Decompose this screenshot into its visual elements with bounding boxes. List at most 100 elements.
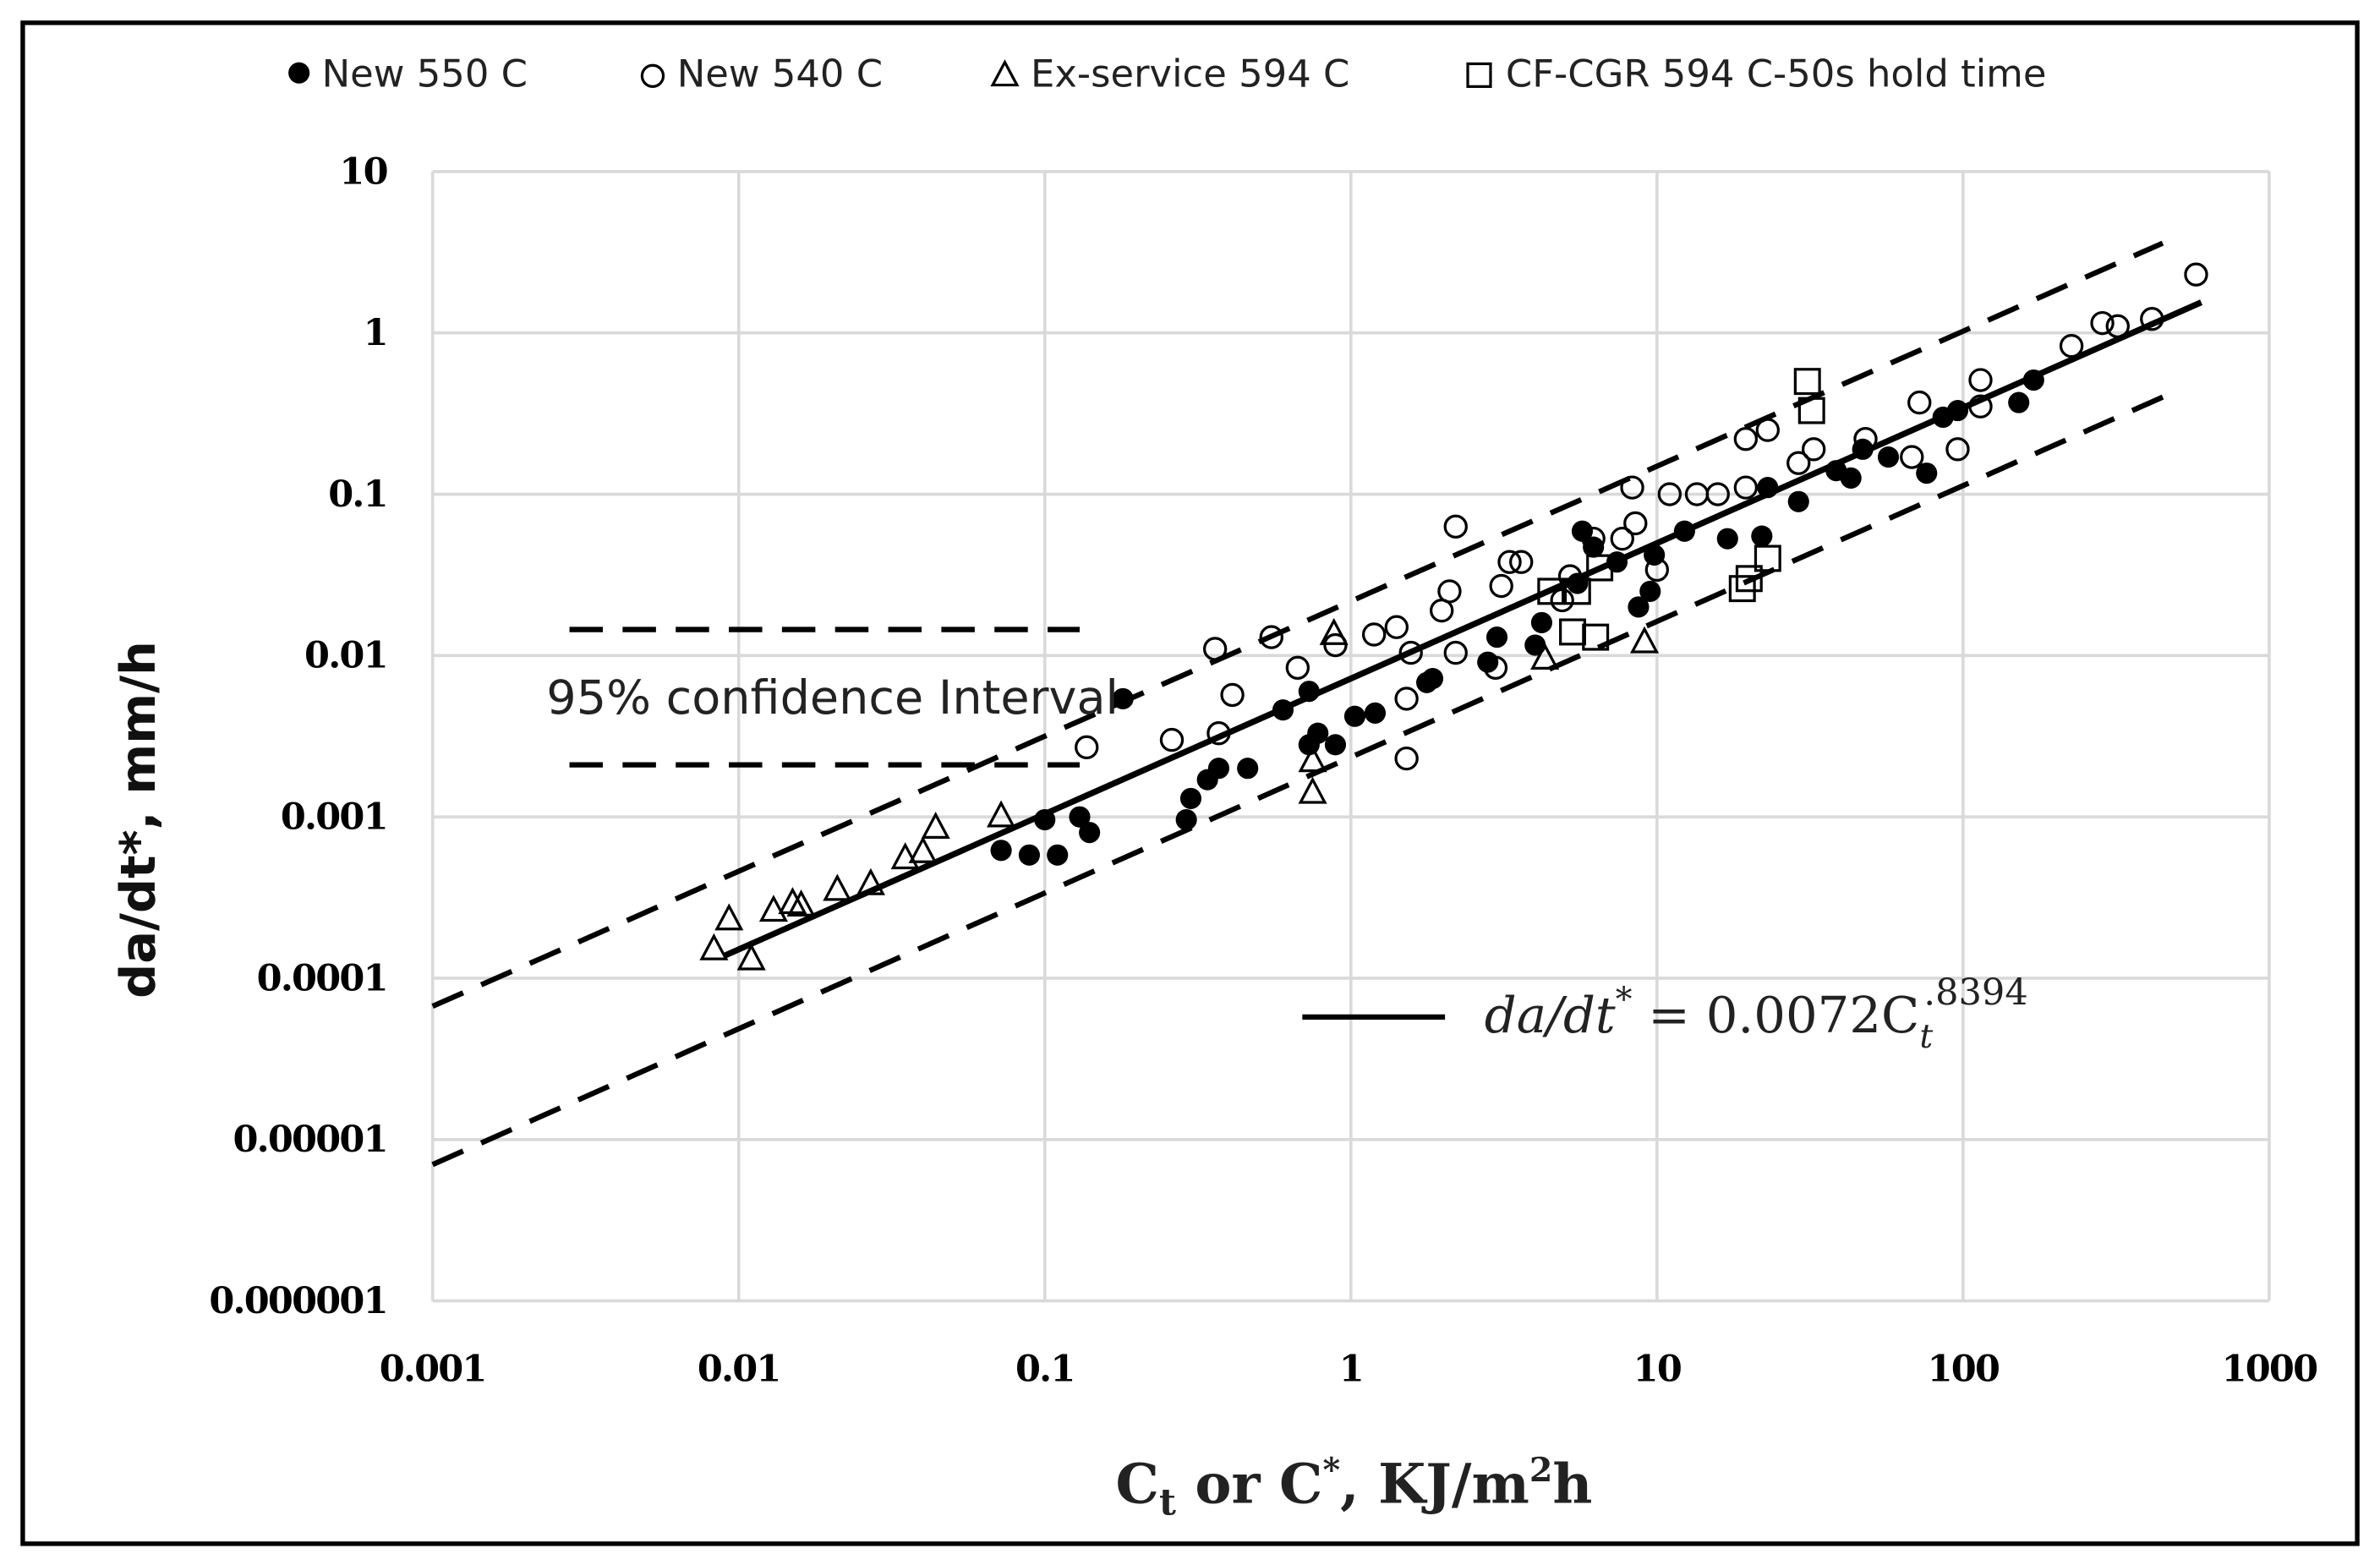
point-new-540c	[1786, 451, 1811, 475]
x-tick-label: 100	[1928, 1349, 2000, 1391]
x-axis-label: Ct or C*, KJ/m2h	[1116, 1451, 1593, 1524]
point-ex-service-594c	[699, 933, 729, 960]
point-new-550c	[1307, 722, 1329, 744]
x-tick-label: 1	[1339, 1349, 1363, 1391]
legend-label: CF-CGR 594 C-50s hold time	[1506, 51, 2047, 96]
point-ex-service-594c	[890, 842, 920, 870]
point-new-550c	[1840, 467, 1862, 489]
point-new-550c	[1916, 462, 1938, 484]
point-new-540c	[1483, 655, 1508, 680]
point-new-550c	[1237, 758, 1259, 780]
point-new-550c	[1571, 520, 1594, 542]
point-new-550c	[1485, 627, 1508, 648]
point-ex-service-594c	[778, 887, 807, 915]
point-new-540c	[2140, 307, 2164, 331]
legend-label: New 550 C	[322, 51, 528, 96]
point-new-540c	[1206, 721, 1231, 746]
tick-labels: 0.001 0.01 0.1 1 10 100 1000 10 1 0.1 0.01 0.001 0.0…	[209, 150, 2318, 1391]
x-tick-label: 1000	[2222, 1349, 2317, 1391]
point-new-540c	[1644, 557, 1670, 583]
point-new-540c	[1202, 637, 1228, 661]
point-new-550c	[1069, 806, 1091, 828]
point-cf-cgr-594c	[1735, 565, 1763, 593]
point-new-550c	[1047, 844, 1069, 866]
y-tick-label: 0.0001	[257, 957, 387, 999]
point-ex-service-594c	[856, 867, 885, 895]
point-new-540c	[1945, 437, 1970, 462]
legend-marker-open-square	[1466, 62, 1492, 88]
point-ex-service-594c	[758, 895, 789, 922]
point-ex-service-594c	[987, 800, 1016, 828]
point-new-540c	[1755, 418, 1780, 442]
point-new-540c	[1509, 550, 1534, 574]
point-cf-cgr-594c	[1754, 544, 1781, 572]
point-new-550c	[1639, 580, 1661, 602]
y-tick-label: 0.01	[304, 635, 387, 677]
point-new-540c	[1801, 437, 1826, 462]
point-new-550c	[2022, 369, 2044, 391]
point-new-550c	[1034, 808, 1056, 831]
point-new-540c	[2059, 333, 2084, 358]
legend-marker-filled-circle	[288, 62, 310, 84]
point-ex-service-594c	[921, 812, 950, 840]
point-new-550c	[2008, 391, 2030, 413]
point-new-550c	[1421, 667, 1444, 690]
point-new-540c	[1443, 640, 1468, 665]
point-ex-service-594c	[736, 943, 766, 971]
legend-label: New 540 C	[677, 51, 883, 96]
grid	[430, 170, 2271, 1303]
point-new-540c	[1384, 615, 1409, 639]
point-new-540c	[1610, 526, 1634, 551]
point-new-550c	[1175, 808, 1197, 831]
point-new-550c	[1530, 611, 1553, 633]
point-cf-cgr-594c	[1586, 554, 1614, 582]
point-new-550c	[990, 840, 1012, 862]
point-cf-cgr-594c	[1797, 397, 1825, 424]
point-ex-service-594c	[823, 873, 852, 901]
y-tick-label: 10	[339, 150, 386, 193]
legend-label: Ex-service 594 C	[1031, 51, 1349, 96]
point-new-540c	[1443, 514, 1468, 539]
x-tick-label: 0.1	[1015, 1349, 1075, 1391]
y-axis-label: da/dt*, mm/h	[110, 641, 167, 999]
point-new-550c	[1018, 844, 1040, 866]
point-new-550c	[1787, 490, 1809, 512]
point-new-550c	[1716, 528, 1738, 550]
point-new-540c	[1968, 368, 1993, 392]
y-tick-label: 0.00001	[233, 1119, 387, 1161]
point-new-540c	[1733, 475, 1759, 500]
point-new-550c	[1583, 536, 1605, 558]
point-new-540c	[1907, 390, 1932, 415]
point-new-550c	[1179, 787, 1202, 809]
point-new-550c	[1343, 705, 1366, 727]
point-new-550c	[1877, 446, 1900, 468]
point-new-550c	[1757, 477, 1779, 499]
point-cf-cgr-594c	[1563, 577, 1591, 605]
point-new-550c	[1324, 734, 1347, 756]
y-tick-label: 0.001	[281, 796, 387, 839]
point-new-540c	[1285, 655, 1310, 680]
point-ex-service-594c	[1298, 776, 1327, 804]
legend: New 550 C New 540 C Ex-service 594 C CF-…	[288, 51, 2047, 96]
point-new-540c	[1733, 427, 1759, 451]
point-new-540c	[1581, 526, 1606, 551]
point-new-550c	[1272, 699, 1294, 721]
point-new-550c	[1751, 525, 1773, 547]
y-tick-label: 0.000001	[209, 1280, 386, 1322]
data-points	[699, 262, 2208, 971]
point-new-540c	[1394, 746, 1419, 771]
point-new-540c	[1323, 632, 1348, 658]
point-ex-service-594c	[1629, 626, 1660, 654]
point-ex-service-594c	[1298, 745, 1327, 773]
point-new-550c	[1946, 400, 1969, 422]
equation-label: da/dt* = 0.0072Ct.8394	[1302, 972, 2028, 1056]
point-new-540c	[1394, 687, 1419, 711]
x-tick-label: 0.01	[698, 1349, 780, 1391]
point-new-540c	[1853, 427, 1878, 451]
point-new-550c	[1628, 596, 1650, 618]
point-new-550c	[1112, 687, 1134, 709]
point-ex-service-594c	[1530, 642, 1560, 670]
x-tick-label: 0.001	[380, 1349, 486, 1391]
point-new-540c	[1075, 735, 1099, 760]
